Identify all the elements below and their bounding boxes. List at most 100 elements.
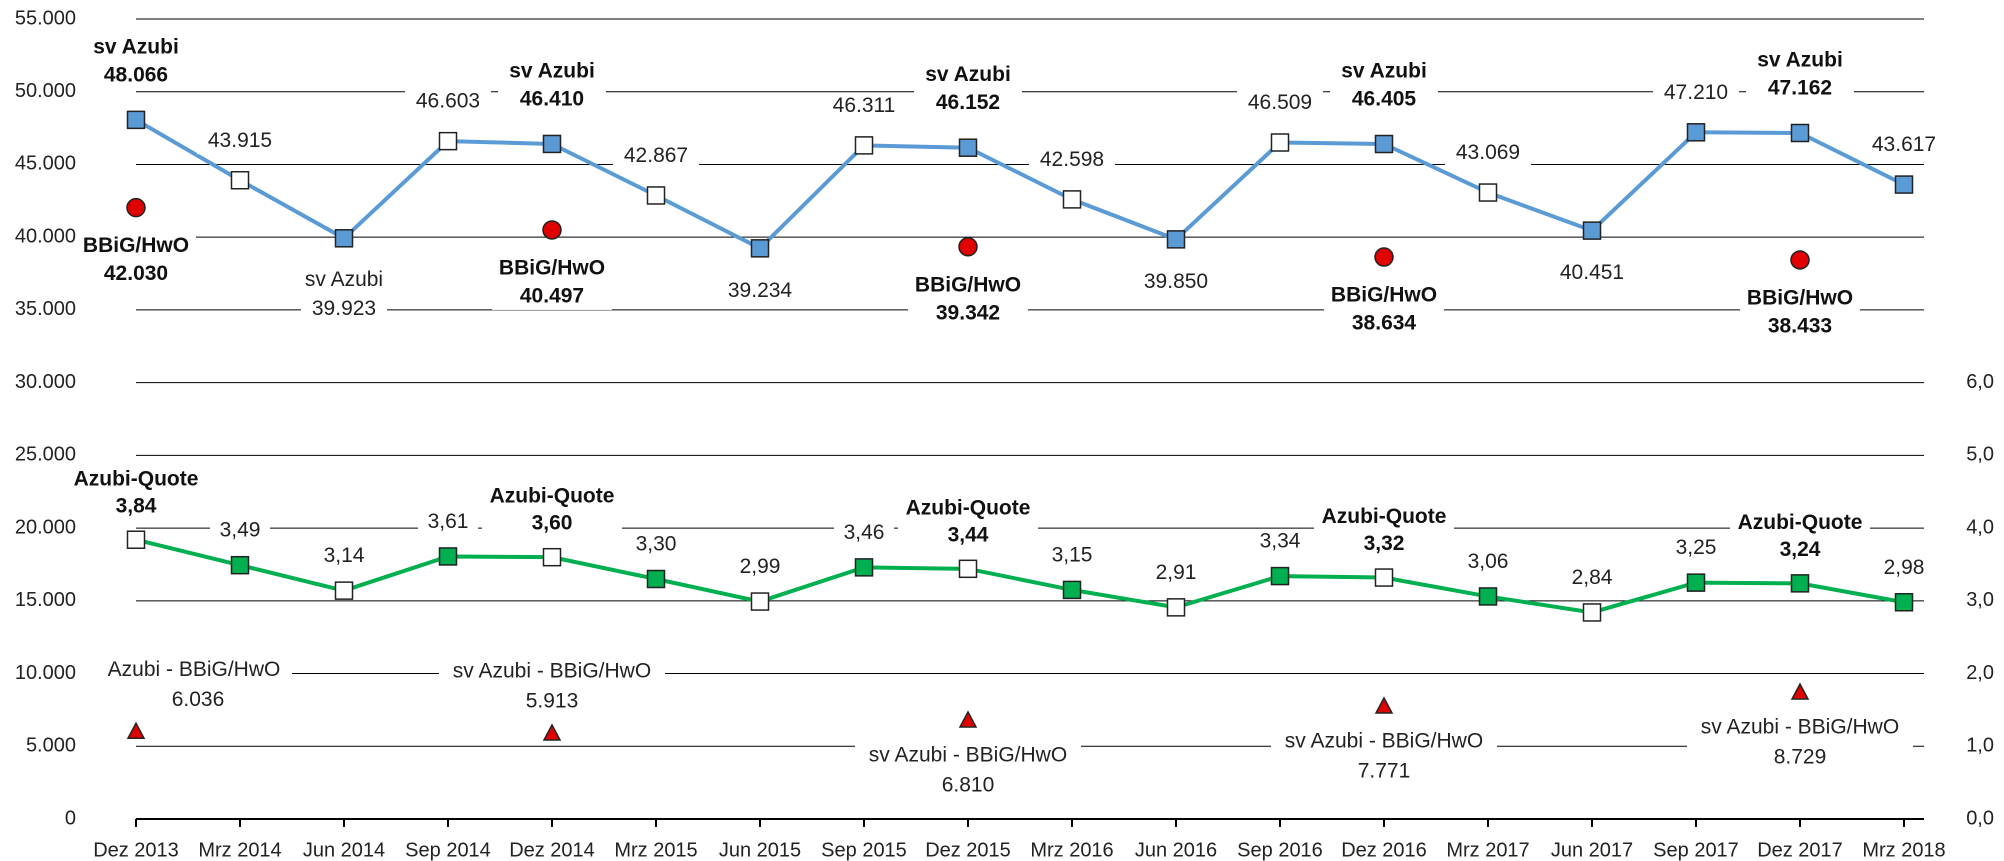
azubi-marker <box>958 138 978 157</box>
bbig-value-label: 39.342 <box>936 301 1000 324</box>
difference-marker <box>126 721 146 739</box>
x-axis: Dez 2013 Mrz 2014 Jun 2014 Sep 2014 Dez 2014… <box>93 818 1946 861</box>
right-tick-label: 3,0 <box>1966 589 1994 611</box>
label-background <box>210 518 270 545</box>
label-background <box>1133 269 1219 296</box>
quote-marker <box>334 581 354 600</box>
left-tick-label: 20.000 <box>15 516 76 538</box>
left-tick-label: 50.000 <box>15 80 76 102</box>
x-tick-label: Sep 2015 <box>821 839 907 861</box>
quote-marker <box>750 592 770 611</box>
left-tick-label: 30.000 <box>15 371 76 393</box>
quote-marker <box>1062 580 1082 600</box>
x-tick-label: Sep 2014 <box>405 839 491 861</box>
x-tick-label: Mrz 2016 <box>1030 839 1113 861</box>
difference-value-label: 5.913 <box>526 690 579 713</box>
azubi-marker <box>1166 230 1186 249</box>
quote-annotation: Azubi-Quote <box>1738 511 1863 534</box>
label-background <box>1861 132 1947 159</box>
x-tick-label: Mrz 2018 <box>1862 839 1945 861</box>
azubi-value-label: 40.451 <box>1560 261 1624 284</box>
label-background <box>834 520 894 547</box>
left-tick-label: 45.000 <box>15 153 76 175</box>
bbig-value-label: 40.497 <box>520 284 584 307</box>
azubi-annotation: sv Azubi <box>509 59 595 82</box>
quote-value-label: 2,98 <box>1884 556 1925 579</box>
azubi-marker <box>1270 133 1290 152</box>
x-tick-label: Dez 2013 <box>93 839 179 861</box>
label-background <box>66 466 206 517</box>
x-tick-label: Jun 2014 <box>303 839 385 861</box>
quote-value-label: 2,99 <box>740 555 781 578</box>
azubi-marker <box>1478 183 1498 202</box>
quote-value-label: 3,84 <box>116 494 157 517</box>
bbig-marker <box>542 220 562 240</box>
difference-series: Azubi - BBiG/HwO 6.036 sv Azubi - BBiG/HwO… <box>96 656 1913 800</box>
difference-value-label: 6.810 <box>942 773 995 796</box>
azubi-value-label: 46.311 <box>833 94 896 117</box>
difference-marker <box>958 710 978 728</box>
label-background <box>898 495 1038 546</box>
quote-marker <box>1374 568 1394 587</box>
label-background <box>1730 510 1870 561</box>
azubi-value-label: 42.598 <box>1040 148 1104 171</box>
label-background <box>301 266 387 323</box>
right-tick-label: 0,0 <box>1966 807 1994 829</box>
label-background <box>82 33 190 86</box>
azubi-value-label: 46.410 <box>520 87 584 110</box>
x-tick-label: Dez 2017 <box>1757 839 1843 861</box>
bbig-marker <box>1374 247 1394 267</box>
label-background <box>914 61 1022 114</box>
x-tick-label: Dez 2016 <box>1341 839 1427 861</box>
label-background <box>1445 140 1531 167</box>
quote-marker <box>1790 574 1810 593</box>
bbig-annotation: BBiG/HwO <box>83 234 189 257</box>
quote-marker <box>126 530 146 549</box>
quote-marker <box>1894 593 1914 612</box>
label-background <box>96 656 292 715</box>
quote-marker <box>438 547 458 566</box>
label-background <box>1740 283 1860 340</box>
quote-value-label: 3,34 <box>1260 530 1301 553</box>
azubi-value-label: 39.923 <box>312 297 376 320</box>
label-background <box>730 554 790 581</box>
difference-marker <box>1790 682 1810 700</box>
label-background <box>498 57 606 110</box>
x-tick-label: Mrz 2015 <box>614 839 697 861</box>
x-tick-label: Mrz 2017 <box>1446 839 1529 861</box>
difference-marker <box>1374 696 1394 714</box>
azubi-marker <box>542 134 562 154</box>
quote-marker <box>854 558 874 577</box>
difference-annotation: sv Azubi - BBiG/HwO <box>1285 730 1483 753</box>
right-tick-label: 5,0 <box>1966 444 1994 466</box>
label-background <box>1324 281 1444 338</box>
quote-annotation: Azubi-Quote <box>490 485 615 508</box>
azubi-marker <box>1374 134 1394 154</box>
label-background <box>1746 47 1854 100</box>
bbig-marker <box>958 237 978 257</box>
quote-marker <box>646 569 666 589</box>
right-axis: 0,0 1,0 2,0 3,0 4,0 5,0 6,0 <box>1966 371 1994 829</box>
azubi-value-label: 39.850 <box>1144 270 1208 293</box>
azubi-marker <box>1894 175 1914 194</box>
azubi-annotation: sv Azubi <box>1341 60 1427 83</box>
label-background <box>197 128 283 155</box>
label-background <box>855 741 1081 800</box>
azubi-value-label: 47.162 <box>1768 77 1832 100</box>
label-background <box>1029 147 1115 174</box>
quote-marker <box>230 555 250 575</box>
azubi-marker <box>750 239 770 258</box>
azubi-line <box>134 118 1905 251</box>
x-tick-label: Sep 2017 <box>1653 839 1739 861</box>
label-background <box>492 253 612 310</box>
x-tick-label: Dez 2015 <box>925 839 1011 861</box>
difference-annotation: Azubi - BBiG/HwO <box>108 658 281 681</box>
azubi-marker <box>230 170 250 190</box>
quote-value-label: 3,25 <box>1676 536 1717 559</box>
azubi-value-label: 47.210 <box>1664 81 1728 104</box>
label-background <box>76 231 196 288</box>
left-tick-label: 5.000 <box>26 735 76 757</box>
quote-value-label: 3,15 <box>1052 543 1093 566</box>
label-background <box>1271 727 1497 786</box>
label-background <box>613 143 699 170</box>
